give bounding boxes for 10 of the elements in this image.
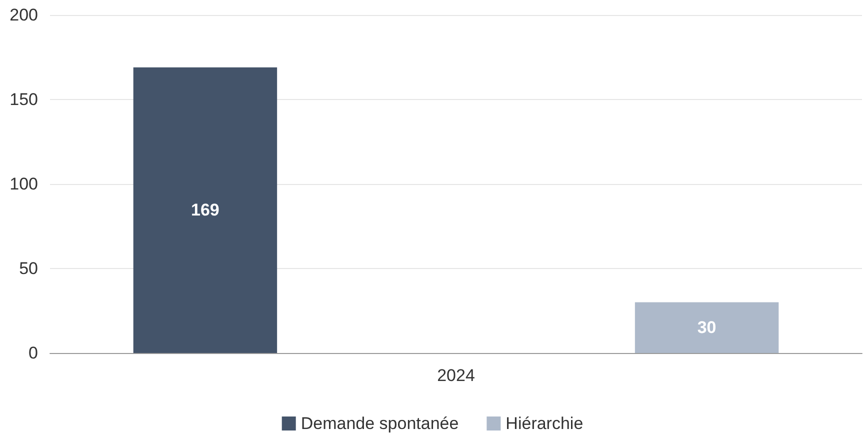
y-tick-label: 200 <box>10 6 38 24</box>
y-tick-label: 100 <box>10 174 38 194</box>
legend-label: Hiérarchie <box>506 414 584 433</box>
legend-label: Demande spontanée <box>300 414 459 433</box>
y-tick-label: 0 <box>28 344 38 362</box>
y-tick-label: 50 <box>19 259 38 278</box>
y-tick-label: 150 <box>10 90 38 109</box>
data-label: 169 <box>191 200 220 220</box>
x-tick-label: 2024 <box>437 366 475 385</box>
data-label: 30 <box>697 318 716 338</box>
